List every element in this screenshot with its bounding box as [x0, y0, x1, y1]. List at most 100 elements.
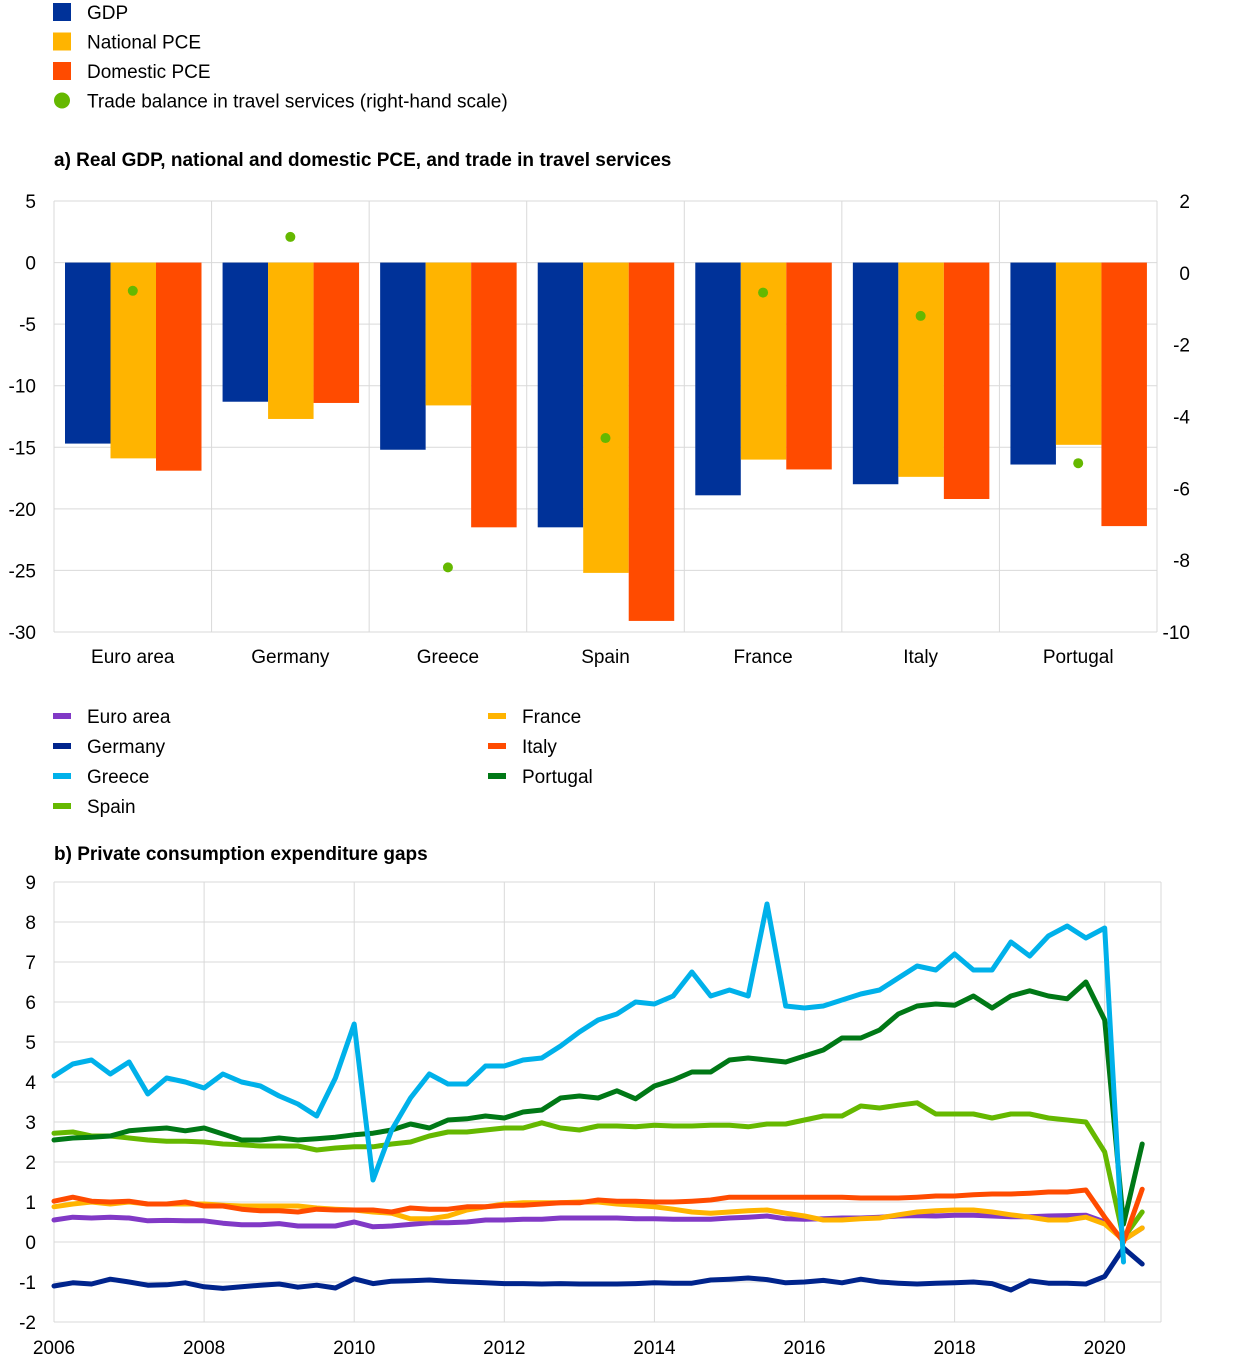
chart-a-legend: GDP National PCE Domestic PCE Trade balance… [53, 3, 508, 113]
chart-b-xtick-2020: 2020 [1084, 1338, 1126, 1359]
legend-label-trade-balance-in-travel-services-right-hand-scale: Trade balance in travel services (right-… [87, 92, 508, 113]
bar-gdp-spain [537, 262, 584, 528]
legend-marker-france [488, 713, 506, 719]
chart-b-xtick-2006: 2006 [33, 1338, 75, 1359]
chart-b-ytick: 0 [25, 1233, 36, 1254]
chart-a-ytick: -5 [19, 315, 36, 336]
chart-a-xtick-spain: Spain [581, 647, 630, 668]
chart-a-y2tick: -6 [1173, 479, 1190, 500]
bar-gdp-italy [852, 262, 899, 485]
chart-b-plot: 9 8 7 6 5 4 3 2 1 0 -1 -2 2006 2008 2010 2012 2014 2016 2… [19, 873, 1162, 1359]
chart-a-ytick: 5 [25, 192, 36, 213]
chart-a-y2tick: 2 [1179, 192, 1190, 213]
legend-marker-national-pce [53, 32, 71, 51]
legend-marker-euro-area [53, 713, 71, 719]
dot-trade-balance-euro-area [127, 285, 138, 296]
chart-b-ytick: 7 [25, 953, 36, 974]
chart-a-y2tick: -4 [1173, 408, 1190, 429]
bar-domestic-pce-germany [313, 262, 360, 403]
bar-domestic-pce-euro-area [156, 262, 202, 471]
legend-label-spain: Spain [87, 797, 136, 818]
chart-a-ytick: -25 [9, 561, 36, 582]
legend-label-portugal: Portugal [522, 767, 593, 788]
legend-label-domestic-pce: Domestic PCE [87, 62, 211, 83]
chart-a-y2tick: -8 [1173, 551, 1190, 572]
bar-domestic-pce-greece [471, 262, 517, 528]
bar-national-pce-italy [898, 262, 944, 477]
dot-trade-balance-spain [600, 433, 611, 444]
chart-a-y2tick: -10 [1163, 623, 1190, 644]
chart-b-ytick: 9 [25, 873, 36, 894]
line-spain [51, 1100, 1145, 1241]
chart-a-xtick-germany: Germany [251, 647, 330, 668]
chart-a-plot: 5 0 -5 -10 -15 -20 -25 -30 2 0 -2 -4 -6 -8 -10 Euro a… [9, 192, 1191, 668]
chart-b-ytick: 4 [25, 1073, 36, 1094]
bar-domestic-pce-portugal [1101, 262, 1147, 527]
bar-national-pce-portugal [1055, 262, 1102, 445]
chart-b-xtick-2014: 2014 [633, 1338, 676, 1359]
chart-b-ytick: 8 [25, 913, 36, 934]
legend-marker-trade-balance-in-travel-services-right-hand-scale [54, 92, 70, 109]
chart-a-xtick-greece: Greece [417, 647, 479, 668]
legend-label-italy: Italy [522, 737, 557, 758]
legend-label-gdp: GDP [87, 3, 128, 24]
line-portugal [51, 979, 1145, 1227]
chart-a-xtick-italy: Italy [903, 647, 938, 668]
chart-a-ytick: -10 [9, 377, 36, 398]
chart-b-xtick-2012: 2012 [483, 1338, 525, 1359]
bar-gdp-france [695, 262, 741, 496]
bar-national-pce-greece [425, 262, 472, 406]
legend-marker-germany [53, 743, 71, 749]
chart-b-xtick-2016: 2016 [783, 1338, 825, 1359]
chart-b-ytick: 3 [25, 1113, 36, 1134]
chart-a-xtick-france: France [734, 647, 793, 668]
dot-trade-balance-portugal [1073, 458, 1084, 469]
dot-trade-balance-greece [442, 562, 453, 573]
chart-a-y2tick: 0 [1179, 264, 1190, 285]
chart-b-xtick-2010: 2010 [333, 1338, 375, 1359]
chart-b-ytick: 5 [25, 1033, 36, 1054]
legend-label-greece: Greece [87, 767, 149, 788]
chart-b-ytick: 6 [25, 993, 36, 1014]
chart-a-ytick: -20 [9, 500, 36, 521]
legend-marker-gdp [53, 3, 71, 21]
legend-label-euro-area: Euro area [87, 707, 171, 728]
legend-label-france: France [522, 707, 581, 728]
bar-gdp-portugal [1010, 262, 1056, 465]
bar-gdp-germany [222, 262, 269, 402]
bar-gdp-euro-area [65, 262, 111, 444]
legend-label-national-pce: National PCE [87, 33, 201, 54]
dot-trade-balance-france [758, 287, 769, 298]
chart-a-ytick: -30 [9, 623, 36, 644]
dot-trade-balance-germany [285, 231, 296, 242]
legend-marker-greece [53, 773, 71, 779]
bar-national-pce-spain [583, 262, 629, 573]
chart-a-title: a) Real GDP, national and domestic PCE, … [54, 150, 671, 171]
line-greece [51, 901, 1126, 1265]
line-euro-area [51, 1212, 1145, 1243]
chart-b-title: b) Private consumption expenditure gaps [54, 844, 428, 865]
bar-national-pce-germany [268, 262, 314, 419]
line-italy [51, 1186, 1145, 1245]
bar-domestic-pce-spain [628, 262, 675, 621]
line-germany [51, 1245, 1145, 1293]
chart-a-ytick: 0 [25, 254, 36, 275]
legend-marker-italy [488, 743, 506, 749]
legend-marker-domestic-pce [53, 62, 71, 80]
legend-label-germany: Germany [87, 737, 166, 758]
chart-b-xtick-2008: 2008 [183, 1338, 225, 1359]
chart-a-xtick-euro-area: Euro area [91, 647, 175, 668]
chart-b-ytick: -2 [19, 1313, 36, 1334]
bar-gdp-greece [380, 262, 426, 450]
chart-b-xtick-2018: 2018 [933, 1338, 975, 1359]
chart-a-y2tick: -2 [1173, 336, 1190, 357]
chart-b-ytick: 2 [25, 1153, 36, 1174]
dot-trade-balance-italy [915, 310, 926, 321]
chart-b-ytick: 1 [25, 1193, 36, 1214]
legend-marker-spain [53, 803, 71, 809]
chart-a-xtick-portugal: Portugal [1043, 647, 1114, 668]
bar-domestic-pce-italy [943, 262, 990, 500]
chart-b-ytick: -1 [19, 1273, 36, 1294]
legend-marker-portugal [488, 773, 506, 779]
